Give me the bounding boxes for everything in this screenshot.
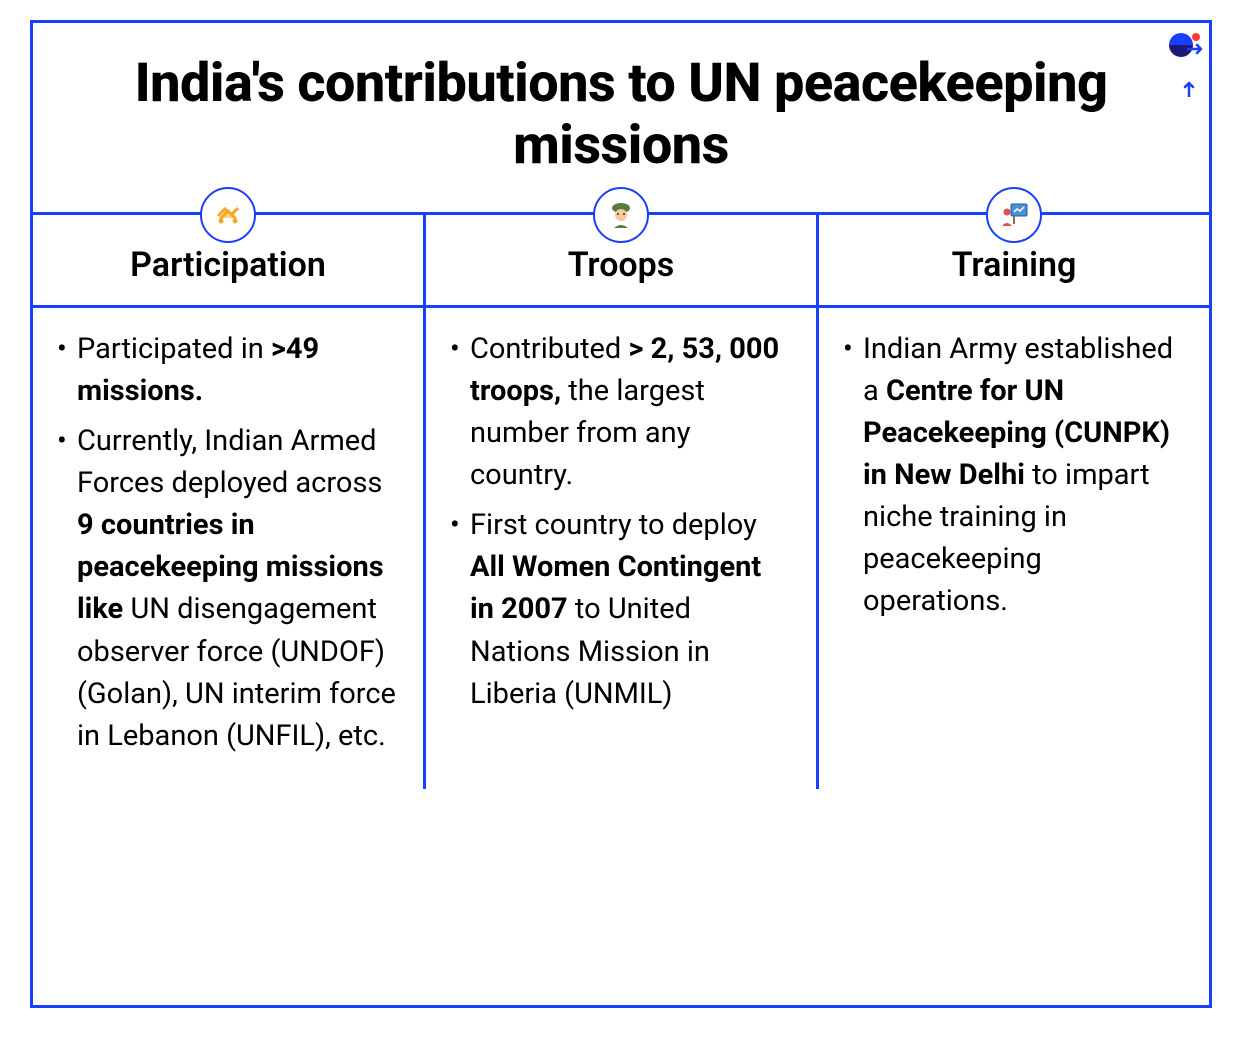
column-body: Indian Army established a Centre for UN … xyxy=(819,308,1209,654)
bullet-item: Currently, Indian Armed Forces deployed … xyxy=(57,420,399,756)
bullet-text: First country to deploy All Women Contin… xyxy=(470,504,792,714)
text-pre: First country to deploy xyxy=(470,508,757,542)
bullet-item: Indian Army established a Centre for UN … xyxy=(843,328,1185,622)
column-body: Participated in >49 missions. Currently,… xyxy=(33,308,423,788)
arrow-up-icon xyxy=(1183,79,1195,101)
text-pre: Contributed xyxy=(470,332,628,366)
handshake-icon xyxy=(200,187,256,243)
column-header: Participation xyxy=(33,215,423,308)
bullet-dot-icon xyxy=(57,328,77,412)
infographic-container: India's contributions to UN peacekeeping… xyxy=(30,20,1212,1008)
column-title: Participation xyxy=(43,245,413,285)
bullet-dot-icon xyxy=(450,328,470,496)
column-troops: Troops Contributed > 2, 53, 000 troops, … xyxy=(423,215,816,788)
bullet-dot-icon xyxy=(57,420,77,756)
column-training: Training Indian Army established a Centr… xyxy=(816,215,1209,788)
bullet-text: Contributed > 2, 53, 000 troops, the lar… xyxy=(470,328,792,496)
bullet-dot-icon xyxy=(450,504,470,714)
columns-wrapper: Participation Participated in >49 missio… xyxy=(33,212,1209,788)
column-title: Training xyxy=(829,245,1199,285)
bullet-item: Participated in >49 missions. xyxy=(57,328,399,412)
soldier-icon xyxy=(593,187,649,243)
training-icon xyxy=(986,187,1042,243)
bullet-item: Contributed > 2, 53, 000 troops, the lar… xyxy=(450,328,792,496)
column-body: Contributed > 2, 53, 000 troops, the lar… xyxy=(426,308,816,746)
column-header: Training xyxy=(819,215,1209,308)
text-pre: Participated in xyxy=(77,332,271,366)
bullet-item: First country to deploy All Women Contin… xyxy=(450,504,792,714)
column-participation: Participation Participated in >49 missio… xyxy=(33,215,423,788)
bullet-text: Currently, Indian Armed Forces deployed … xyxy=(77,420,399,756)
arrow-right-icon xyxy=(1187,40,1205,59)
bullet-text: Participated in >49 missions. xyxy=(77,328,399,412)
column-header: Troops xyxy=(426,215,816,308)
bullet-dot-icon xyxy=(843,328,863,622)
main-title: India's contributions to UN peacekeeping… xyxy=(73,53,1169,177)
column-title: Troops xyxy=(436,245,806,285)
text-pre: Currently, Indian Armed Forces deployed … xyxy=(77,424,382,500)
title-section: India's contributions to UN peacekeeping… xyxy=(33,23,1209,212)
bullet-text: Indian Army established a Centre for UN … xyxy=(863,328,1185,622)
